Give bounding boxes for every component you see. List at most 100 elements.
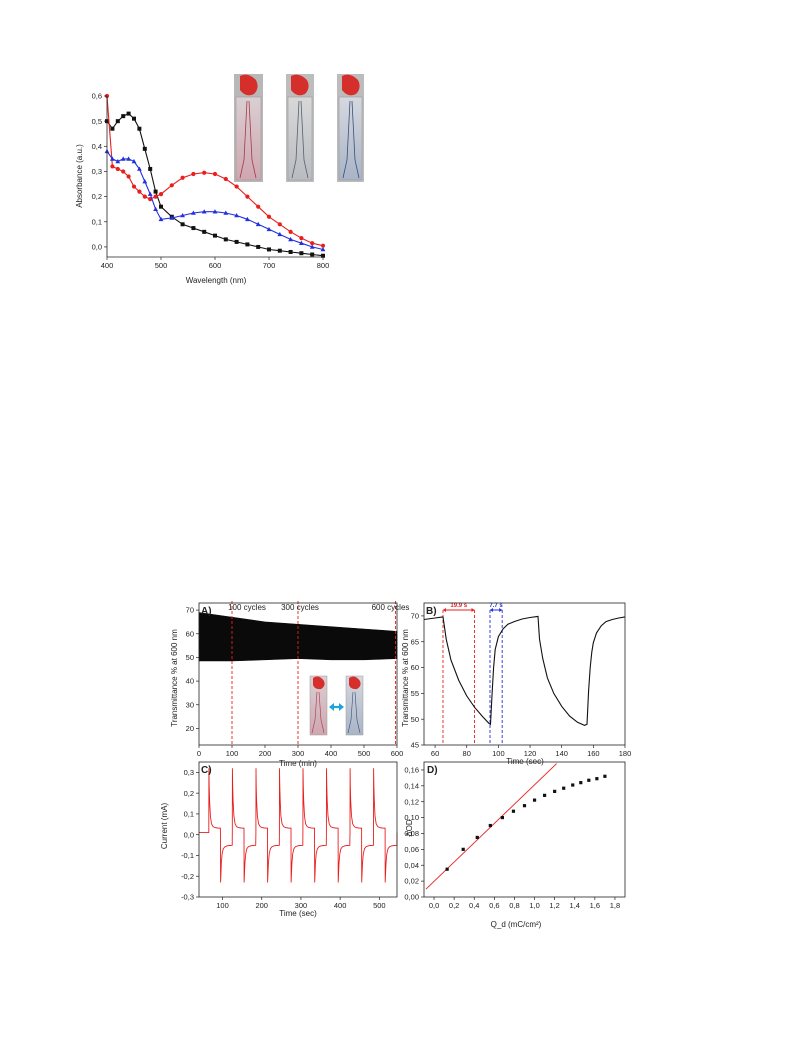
data-point [234,184,239,189]
data-point [115,119,120,124]
data-point [475,835,479,840]
y-tick-label: 0,1 [92,217,102,226]
panel-b-y-axis-label: Transmittance % at 600 nm [401,629,410,727]
y-tick-label: 65 [411,637,419,646]
data-point [223,237,228,242]
data-point [256,204,261,209]
y-tick-label: -0,3 [181,893,194,902]
data-point [245,216,250,222]
x-tick-label: 0,4 [469,901,479,910]
y-tick-label: 0,08 [404,829,419,838]
y-tick-label: 0,6 [92,92,102,101]
x-axis-label: Wavelength (nm) [186,276,247,285]
y-tick-label: 70 [186,606,194,615]
data-point [310,252,315,257]
cycle-marker-label: 600 cycles [372,603,410,612]
x-tick-label: 160 [587,749,600,758]
y-tick-label: 0,2 [92,192,102,201]
y-tick-label: 0,1 [184,810,194,819]
data-point [595,777,599,781]
data-point [277,231,283,237]
data-point [320,246,326,252]
data-point [148,166,153,171]
data-point [234,239,239,244]
interval-arrow-head [499,608,503,612]
plot-frame [198,761,398,898]
y-tick-label: 0,06 [404,845,419,854]
data-point [110,156,115,161]
data-point [180,175,185,180]
panel-d-coloration-efficiency: 0,0 0,2 0,4 0,6 0,8 1,0 1,2 1,4 1,6 1,8 0,00 0,02 0,… [404,761,626,929]
data-point [522,804,527,808]
cycle-marker-label: 100 cycles [228,603,266,612]
x-tick-label: 180 [619,749,632,758]
data-point [158,192,164,197]
y-tick-label: 0,16 [404,766,419,775]
y-tick-label: 20 [186,724,194,733]
data-point [115,166,120,172]
data-point [153,194,158,199]
data-point [201,209,207,214]
x-tick-label: 500 [155,261,168,270]
panel-b-switching-time: 19.9 s 7.7 s 60 80 100 120 140 160 180 45 50 55 60 6… [401,602,632,766]
plot-frame [423,761,626,898]
data-point [288,236,293,242]
data-point [126,156,131,161]
data-point [310,241,315,246]
data-point [212,209,218,214]
data-point [191,226,196,231]
data-point [603,774,607,778]
cuvette-photo-grey [286,74,314,182]
data-point [299,240,304,245]
cuvette-photos [234,74,364,182]
panel-a-inset-vials [309,675,364,736]
x-tick-label: 1,4 [570,901,580,910]
y-tick-label: 60 [411,663,419,672]
data-point [121,169,126,174]
x-tick-label: 0,6 [489,901,499,910]
data-point [153,206,158,212]
data-point [488,823,492,828]
y-tick-label: -0,1 [181,851,194,860]
data-point [309,244,315,249]
x-tick-label: 1,2 [549,901,559,910]
data-point [180,212,185,218]
panel-a-y-axis-label: Transmittance % at 600 nm [170,629,179,727]
data-point [158,216,164,222]
y-tick-label: 45 [411,741,419,750]
x-tick-label: 1,0 [529,901,539,910]
y-tick-label: 0,0 [184,830,194,839]
data-point [120,156,126,161]
panel-c-label: C) [201,765,212,776]
panel-c-x-axis-label: Time (sec) [279,909,317,918]
data-point [571,783,575,787]
data-point [137,189,142,194]
x-tick-label: 100 [226,749,239,758]
interval-arrow-head [471,608,475,612]
data-point [159,204,163,209]
x-tick-label: 400 [101,261,114,270]
x-tick-label: 120 [524,749,537,758]
panel-b-x-axis-label: Time (sec) [506,757,544,766]
x-tick-label: 800 [317,261,330,270]
data-point [255,221,261,227]
y-tick-label: 40 [186,677,194,686]
data-point [202,170,207,175]
interval-label: 19.9 s [450,603,467,609]
data-point [579,781,583,785]
data-point [110,126,115,131]
data-point [445,867,449,871]
data-point [532,798,537,802]
x-tick-label: 0,2 [449,901,459,910]
data-point [223,176,228,182]
x-tick-label: 700 [263,261,276,270]
data-point [321,253,325,258]
x-tick-label: 300 [292,749,305,758]
cuvette-photo-blue [337,74,364,182]
y-tick-label: 60 [186,629,194,638]
x-tick-label: 400 [325,749,338,758]
x-tick-label: 500 [358,749,371,758]
data-point [245,194,250,199]
data-point [266,226,272,232]
panel-a-x-axis-label: Time (min) [279,759,317,768]
